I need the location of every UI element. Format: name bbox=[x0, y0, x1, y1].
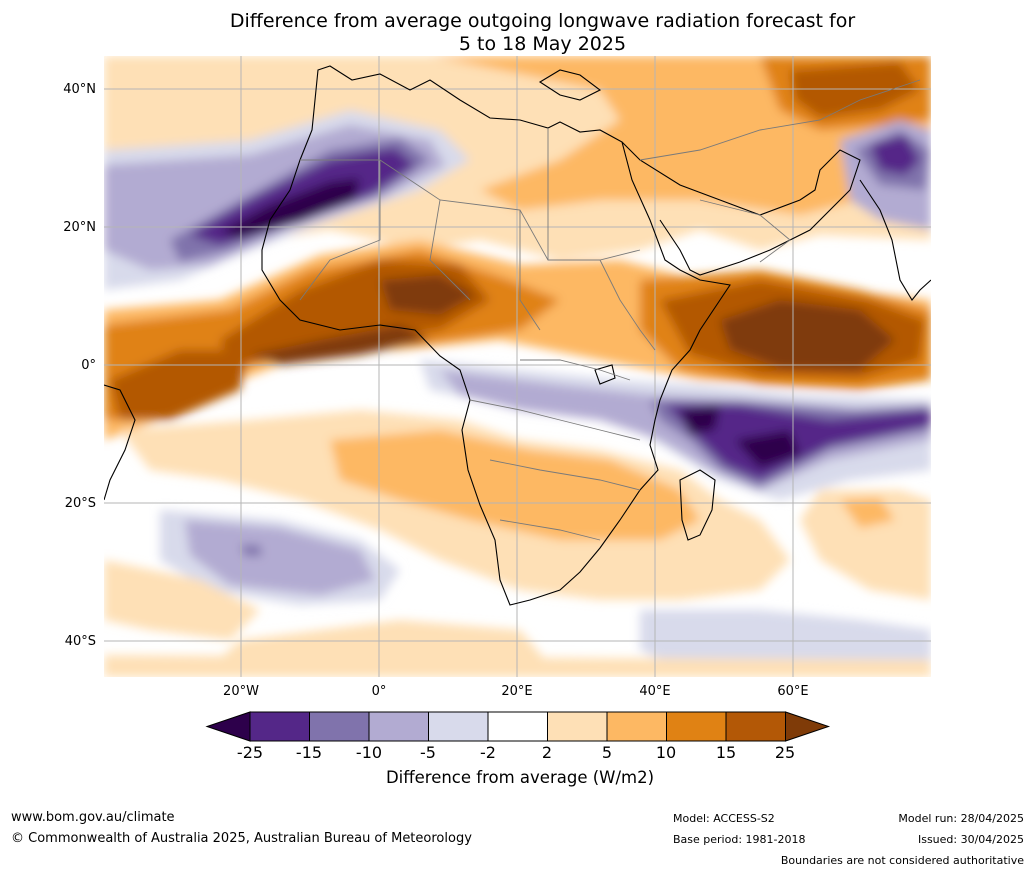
lon-label-40e: 40°E bbox=[639, 684, 671, 699]
lat-label-20s: 20°S bbox=[64, 496, 96, 511]
model-run-text: Model run: 28/04/2025 bbox=[898, 812, 1024, 825]
model-text: Model: ACCESS-S2 bbox=[673, 812, 775, 825]
lat-label-40n: 40°N bbox=[63, 82, 96, 97]
issued-text: Issued: 30/04/2025 bbox=[917, 833, 1024, 846]
copyright-text: © Commonwealth of Australia 2025, Austra… bbox=[11, 831, 472, 846]
colorbar-tick: 15 bbox=[715, 743, 737, 762]
colorbar-tick: -25 bbox=[236, 743, 264, 762]
colorbar-segment bbox=[428, 711, 489, 742]
colorbar-tick: -5 bbox=[420, 743, 436, 762]
colorbar-segment bbox=[606, 711, 667, 742]
colorbar-segment bbox=[368, 711, 429, 742]
gridlines bbox=[104, 56, 931, 677]
colorbar-tick: 25 bbox=[774, 743, 796, 762]
anomaly-field bbox=[104, 56, 931, 677]
colorbar-segment bbox=[309, 711, 370, 742]
website-link[interactable]: www.bom.gov.au/climate bbox=[11, 810, 175, 825]
lon-label-20w: 20°W bbox=[223, 684, 259, 699]
map-title: Difference from average outgoing longwav… bbox=[0, 10, 1035, 56]
colorbar-segment bbox=[547, 711, 608, 742]
colorbar-extend-high bbox=[785, 711, 831, 742]
title-line-2: 5 to 18 May 2025 bbox=[458, 33, 627, 55]
title-line-1: Difference from average outgoing longwav… bbox=[229, 10, 856, 32]
lat-label-40s: 40°S bbox=[64, 634, 96, 649]
colorbar-tick: 2 bbox=[541, 743, 553, 762]
disclaimer-text: Boundaries are not considered authoritat… bbox=[780, 854, 1024, 867]
coastlines bbox=[104, 65, 931, 606]
colorbar-segment bbox=[666, 711, 727, 742]
colorbar-tick: -10 bbox=[355, 743, 383, 762]
colorbar-tick: -2 bbox=[480, 743, 496, 762]
colorbar-tick: 5 bbox=[601, 743, 613, 762]
lat-label-0: 0° bbox=[81, 358, 96, 373]
base-period-text: Base period: 1981-2018 bbox=[673, 833, 806, 846]
colorbar-segment bbox=[249, 711, 310, 742]
lon-label-60e: 60°E bbox=[777, 684, 809, 699]
colorbar-label: Difference from average (W/m2) bbox=[385, 768, 655, 787]
lon-label-20e: 20°E bbox=[501, 684, 533, 699]
country-borders bbox=[299, 79, 921, 541]
colorbar-segment bbox=[487, 711, 548, 742]
lon-label-0: 0° bbox=[371, 684, 387, 699]
colorbar-tick: 10 bbox=[655, 743, 677, 762]
colorbar-tick: -15 bbox=[295, 743, 323, 762]
colorbar-segment bbox=[725, 711, 786, 742]
colorbar-extend-low bbox=[205, 711, 251, 742]
lat-label-20n: 20°N bbox=[63, 220, 96, 235]
